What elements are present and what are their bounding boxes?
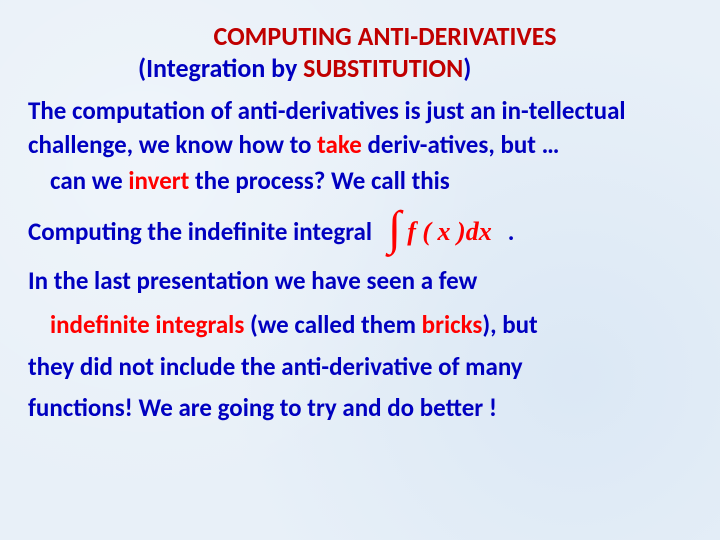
paragraph-3: Computing the indefinite integral ∫ f ( … xyxy=(28,199,692,264)
p1-end: deriv-atives, but … xyxy=(362,129,560,160)
paren-close: ) xyxy=(463,52,471,84)
integral-dx: dx xyxy=(466,214,492,249)
paren-open: ( xyxy=(138,52,146,84)
paragraph-7: functions! We are going to try and do be… xyxy=(28,391,692,425)
p2-pre: can we xyxy=(50,165,128,196)
p1-take: take xyxy=(317,129,362,160)
title-line1: COMPUTING ANTI-DERIVATIVES xyxy=(78,20,692,52)
p5-bricks: bricks xyxy=(422,309,483,340)
paragraph-4: In the last presentation we have seen a … xyxy=(28,264,692,298)
p5-post: ), but xyxy=(482,309,537,340)
p2-invert: invert xyxy=(128,165,189,196)
p2-post: the process? We call this xyxy=(189,165,449,196)
integration-by-text: Integration by xyxy=(146,52,303,84)
integral-sign: ∫ xyxy=(388,197,401,262)
p3-pre: Computing the indefinite integral xyxy=(28,215,372,249)
title-block: COMPUTING ANTI-DERIVATIVES (Integration … xyxy=(28,20,692,84)
paragraph-6: they did not include the anti-derivative… xyxy=(28,350,692,384)
body-text: The computation of anti-derivatives is j… xyxy=(28,94,692,425)
p5-pre: indefinite integrals xyxy=(50,309,244,340)
substitution-text: SUBSTITUTION xyxy=(303,52,463,84)
paragraph-2: can we invert the process? We call this xyxy=(28,164,692,198)
paragraph-1: The computation of anti-derivatives is j… xyxy=(28,94,692,162)
paragraph-5: indefinite integrals (we called them bri… xyxy=(28,308,692,342)
integral-fx: f ( x ) xyxy=(407,214,465,249)
title-line2: (Integration by SUBSTITUTION) xyxy=(78,52,692,84)
integral-expression: ∫ f ( x ) dx xyxy=(382,199,498,264)
p5-mid: (we called them xyxy=(244,309,421,340)
p3-period: . xyxy=(508,215,515,249)
